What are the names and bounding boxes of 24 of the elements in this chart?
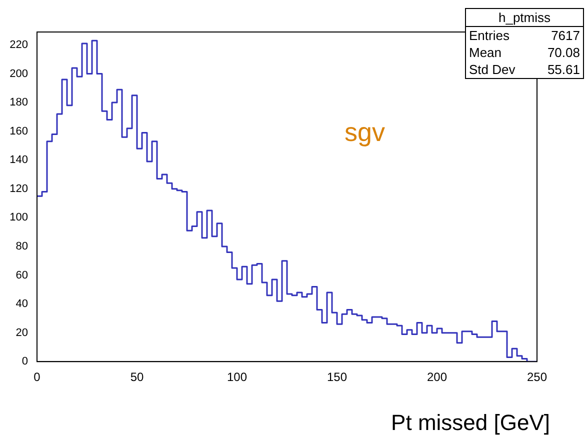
y-tick-label: 0	[22, 356, 28, 368]
y-tick-label: 140	[10, 154, 28, 166]
annotation: sgv	[344, 116, 385, 147]
y-tick-label: 220	[10, 38, 28, 51]
x-tick-label: 200	[426, 370, 448, 384]
y-tick-label: 120	[10, 182, 28, 195]
x-tick-label: 50	[130, 370, 144, 384]
text: Mean 70.08	[469, 45, 580, 60]
y-tick-label: 200	[10, 68, 28, 80]
y-tick-label: 40	[16, 298, 28, 310]
text: h_ptmiss	[466, 9, 583, 27]
x-tick-label: 150	[326, 370, 348, 384]
y-tick-label: 180	[10, 96, 28, 109]
y-tick-label: 100	[10, 212, 28, 224]
y-tick-label: 60	[16, 269, 28, 282]
x-tick-label: 0	[34, 370, 41, 384]
y-tick-label: 20	[16, 326, 28, 339]
y-tick-label: 80	[16, 240, 28, 252]
text: Entries 7617	[469, 28, 580, 43]
x-axis-title: Pt missed [GeV]	[391, 410, 550, 435]
x-tick-label: 250	[526, 370, 548, 384]
text: Std Dev 55.61	[469, 62, 580, 77]
y-tick-label: 160	[10, 125, 28, 138]
x-tick-label: 100	[226, 370, 248, 384]
